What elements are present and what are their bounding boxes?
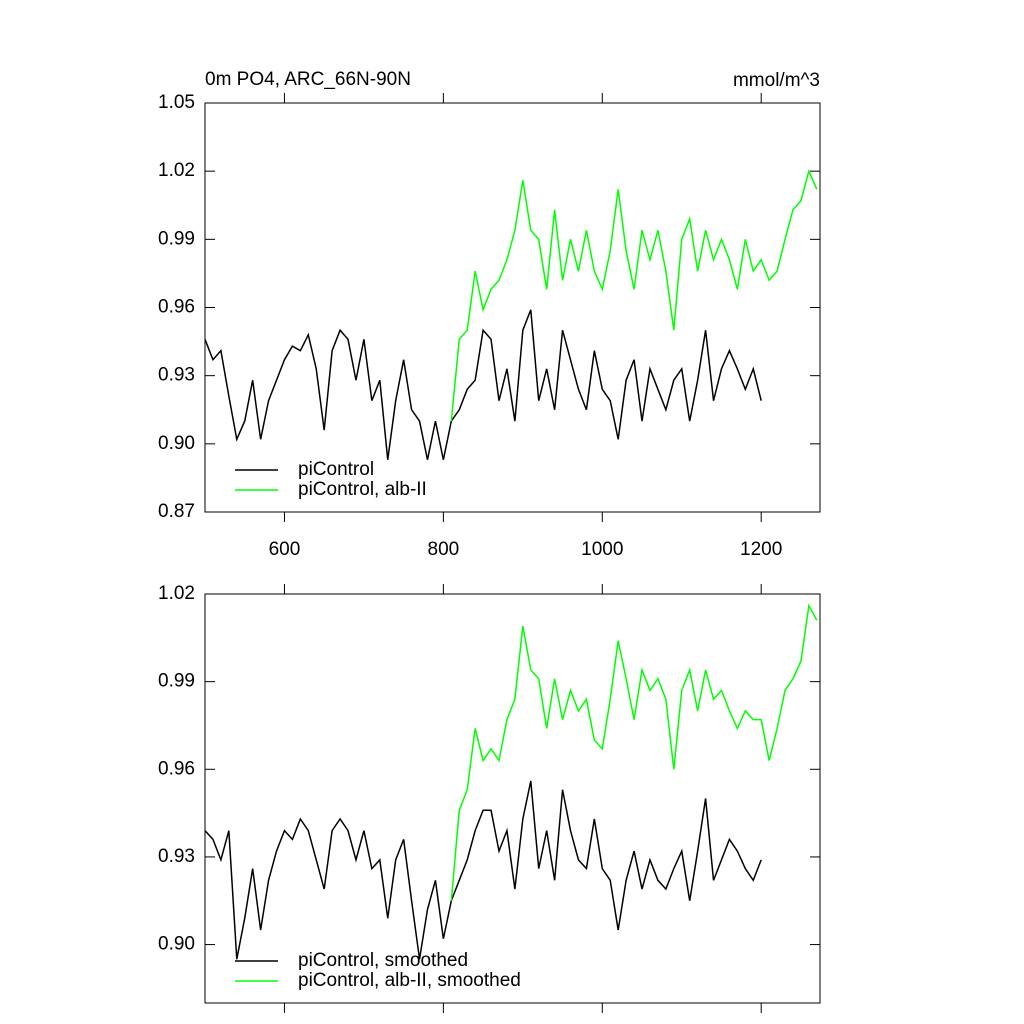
chart-title: 0m PO4, ARC_66N-90N <box>205 69 411 90</box>
y-tick-label: 0.99 <box>158 671 195 692</box>
y-tick-label: 0.99 <box>158 228 195 249</box>
y-tick-label: 1.05 <box>158 92 195 113</box>
y-tick-label: 0.93 <box>158 365 195 386</box>
plot-frame <box>204 102 821 513</box>
y-tick-label: 1.02 <box>158 160 195 181</box>
plot-frame <box>204 593 821 1004</box>
units-label: mmol/m^3 <box>733 70 820 91</box>
y-tick-label: 0.90 <box>158 934 195 955</box>
y-tick-label: 0.90 <box>158 433 195 454</box>
y-tick-label: 0.87 <box>158 501 195 522</box>
x-tick-label: 800 <box>428 539 460 560</box>
data-line <box>204 780 762 960</box>
legend-label: piControl <box>298 459 374 480</box>
legend-label: piControl, alb-II <box>298 479 427 500</box>
data-line <box>204 309 762 460</box>
legend-label: piControl, smoothed <box>298 950 468 971</box>
y-tick-label: 0.96 <box>158 297 195 318</box>
legend-label: piControl, alb-II, smoothed <box>298 970 521 991</box>
data-line <box>450 168 818 422</box>
y-tick-label: 0.96 <box>158 758 195 779</box>
x-tick-label: 1000 <box>581 539 623 560</box>
x-tick-label: 600 <box>269 539 301 560</box>
y-tick-label: 0.93 <box>158 846 195 867</box>
y-tick-label: 1.02 <box>158 583 195 604</box>
data-line <box>450 603 818 901</box>
x-tick-label: 1200 <box>740 539 782 560</box>
